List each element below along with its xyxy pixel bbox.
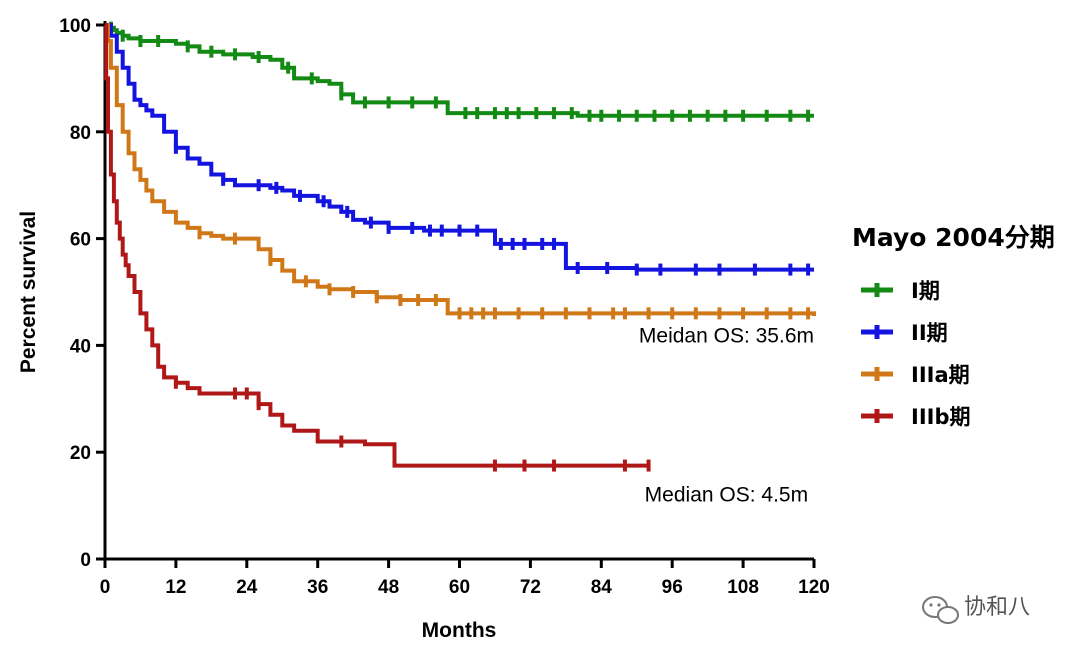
series-line (105, 23, 814, 118)
x-tick-label: 108 (727, 577, 759, 598)
legend-item: II期 (861, 321, 948, 345)
series-2 (105, 23, 816, 320)
legend-title: Mayo 2004分期 (852, 223, 1055, 252)
y-axis-title: Percent survival (17, 211, 40, 373)
watermark-text: 协和八 (964, 595, 1030, 620)
x-tick-label: 36 (307, 577, 328, 598)
x-tick-label: 72 (520, 577, 541, 598)
y-tick-label: 100 (59, 16, 91, 37)
series-0 (105, 21, 814, 122)
legend-label: IIIa期 (911, 363, 970, 387)
series-layer (104, 21, 816, 472)
y-tick-label: 0 (80, 550, 91, 571)
x-tick-label: 60 (449, 577, 470, 598)
legend-label: I期 (911, 279, 940, 303)
watermark: 协和八 (922, 595, 1030, 624)
series-3 (104, 23, 651, 472)
legend-item: I期 (861, 279, 940, 303)
annotation-layer: Meidan OS: 35.6m Median OS: 4.5m (639, 325, 814, 507)
median-os-annotation: Meidan OS: 35.6m (639, 325, 814, 348)
x-axis-title: Months (422, 619, 497, 642)
x-tick-label: 48 (378, 577, 399, 598)
y-tick-label: 40 (70, 336, 91, 357)
y-tick-label: 20 (70, 443, 91, 464)
x-tick-label: 12 (165, 577, 186, 598)
series-line (105, 23, 814, 272)
series-line (104, 23, 649, 468)
series-1 (105, 23, 814, 276)
median-os-annotation: Median OS: 4.5m (645, 483, 808, 506)
legend-item: IIIb期 (861, 405, 970, 429)
x-tick-label: 120 (798, 577, 830, 598)
x-tick-label: 84 (591, 577, 613, 598)
x-tick-label: 96 (662, 577, 683, 598)
y-tick-label: 60 (70, 230, 91, 251)
y-tick-label: 80 (70, 123, 91, 144)
legend-item: IIIa期 (861, 363, 970, 387)
x-tick-label: 0 (100, 577, 111, 598)
legend-label: II期 (911, 321, 948, 345)
axes: 0 12 24 36 48 60 72 84 96 108 120 0 20 40 60 80 100 (59, 16, 830, 598)
x-tick-label: 24 (236, 577, 258, 598)
legend: Mayo 2004分期 I期 II期 IIIa期 IIIb期 (852, 223, 1055, 429)
wechat-icon (922, 596, 959, 624)
legend-label: IIIb期 (911, 405, 970, 429)
